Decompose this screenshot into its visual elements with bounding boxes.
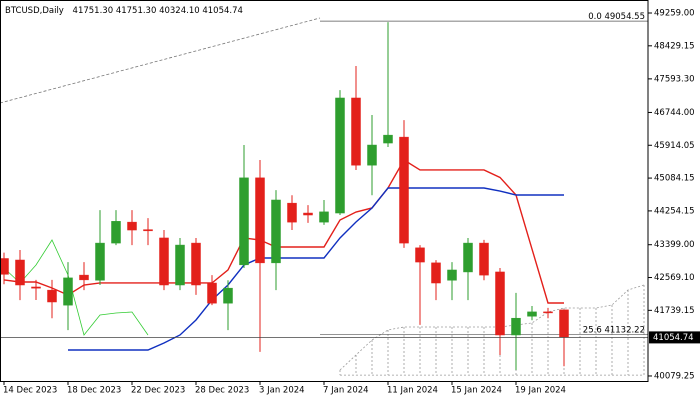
y-tick-label: 48429.15	[654, 41, 695, 51]
candle-body	[511, 317, 521, 336]
candle-body	[559, 309, 569, 338]
low-text: 40324.10	[159, 6, 200, 16]
close-text: 41054.74	[202, 6, 243, 16]
x-tick-label: 14 Dec 2023	[3, 386, 57, 396]
candle-body	[127, 221, 137, 231]
candle-body	[351, 97, 361, 166]
candle-body	[207, 282, 217, 304]
candle-body	[319, 211, 329, 223]
open-text: 41751.30	[73, 6, 114, 16]
price-tag-label: 41054.74	[653, 333, 694, 343]
x-tick-label: 22 Dec 2023	[131, 386, 185, 396]
candle-body	[159, 237, 169, 286]
candle-body	[495, 271, 505, 336]
y-tick-label: 49259.00	[654, 9, 695, 19]
candle-body	[527, 311, 537, 317]
x-tick-label: 7 Jan 2024	[323, 386, 369, 396]
y-tick-label: 47593.30	[654, 74, 695, 84]
candle-body	[335, 97, 345, 214]
fib-level-value: 41132.22	[604, 325, 645, 335]
candle-body	[367, 144, 377, 166]
candle-body	[47, 289, 57, 303]
candle-body	[271, 199, 281, 264]
y-tick-label: 45084.15	[654, 174, 695, 184]
y-tick-label: 42569.10	[654, 273, 695, 283]
x-tick-label: 19 Jan 2024	[515, 386, 566, 396]
candle-body	[431, 262, 441, 284]
y-tick-label: 44254.15	[654, 206, 695, 216]
indicator-line	[68, 187, 564, 351]
candle-body	[287, 202, 297, 223]
candle-body	[79, 274, 89, 281]
candle-body	[15, 259, 25, 286]
candle-body	[399, 136, 409, 244]
symbol: BTCUSD,Daily	[5, 6, 64, 16]
fib-level-value: 49054.55	[604, 12, 645, 22]
y-tick-label: 43399.00	[654, 240, 695, 250]
fib-level-label: 0.0 49054.55	[588, 12, 645, 22]
candle-body	[31, 286, 41, 289]
high-text: 41751.30	[116, 6, 157, 16]
candle-body	[191, 242, 201, 286]
x-tick-label: 28 Dec 2023	[195, 386, 249, 396]
candle-body	[463, 242, 473, 273]
x-tick-label: 15 Jan 2024	[451, 386, 502, 396]
candle-body	[543, 311, 553, 314]
fib-trend-line	[0, 17, 321, 104]
price-tag	[649, 331, 700, 344]
candle-body	[175, 244, 185, 286]
indicator-line	[3, 239, 149, 336]
indicator-line	[3, 159, 564, 304]
y-tick-label: 40079.25	[654, 371, 695, 381]
candle-body	[239, 177, 249, 266]
candle-body	[303, 212, 313, 216]
candle-body	[111, 221, 121, 244]
x-tick-label: 11 Jan 2024	[387, 386, 438, 396]
candle-body	[143, 229, 153, 232]
x-tick-label: 3 Jan 2024	[259, 386, 305, 396]
candle-body	[383, 134, 393, 144]
fib-level-name: 0.0	[588, 12, 602, 22]
y-tick-label: 46744.00	[654, 108, 695, 118]
y-tick-label: 45914.05	[654, 141, 695, 151]
fib-level-label: 25.6 41132.22	[583, 325, 645, 335]
candle-body	[95, 242, 105, 281]
cloud-span-a	[339, 284, 645, 371]
y-tick-label: 41739.15	[654, 306, 695, 316]
fib-level-name: 25.6	[583, 325, 602, 335]
candle-body	[479, 242, 489, 276]
candle-body	[63, 277, 73, 306]
chart-header: BTCUSD,Daily 41751.30 41751.30 40324.10 …	[5, 6, 243, 16]
x-tick-label: 18 Dec 2023	[67, 386, 121, 396]
candle-body	[447, 269, 457, 281]
candle-body	[0, 258, 9, 275]
candle-body	[255, 177, 265, 264]
candle-body	[415, 247, 425, 263]
candle-body	[223, 287, 233, 304]
